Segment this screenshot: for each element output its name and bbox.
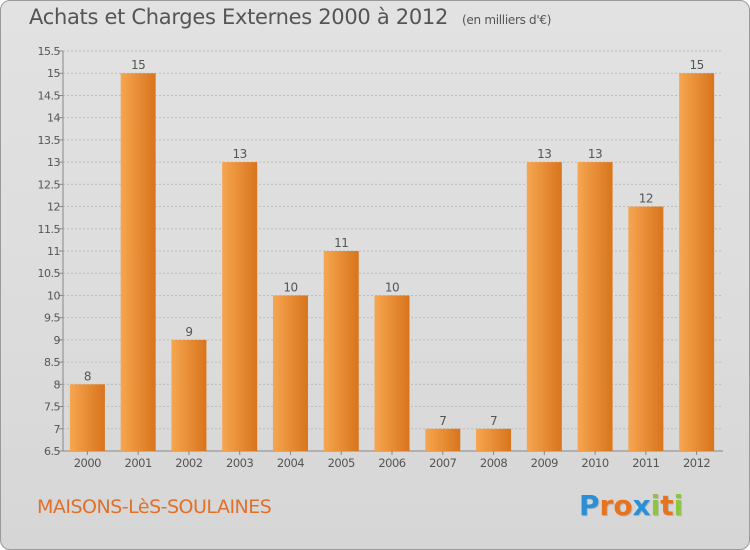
data-label: 11 [334, 236, 348, 250]
y-tick-label: 7 [54, 423, 61, 436]
x-tick-label: 2008 [480, 456, 507, 470]
chart-title-text: Achats et Charges Externes 2000 à 2012 [29, 5, 449, 29]
y-tick-label: 12.5 [38, 178, 61, 191]
bar [628, 206, 664, 451]
bar [425, 428, 461, 451]
chart-title: Achats et Charges Externes 2000 à 2012 (e… [29, 5, 551, 29]
bar [323, 251, 359, 451]
x-tick-label: 2003 [226, 456, 253, 470]
data-label: 9 [185, 325, 192, 339]
logo-letter: P [579, 489, 600, 522]
bar [476, 428, 512, 451]
y-tick-label: 11.5 [38, 223, 61, 236]
data-label: 8 [84, 369, 91, 383]
data-label: 7 [490, 414, 497, 428]
y-tick-label: 15.5 [38, 45, 61, 58]
logo-letter: t [660, 489, 674, 522]
proxiti-logo: Proxiti [579, 489, 683, 522]
data-label: 12 [639, 192, 653, 206]
data-labels: 8 15 9 13 10 11 10 7 7 13 13 12 15 [84, 58, 704, 428]
x-tick-label: 2001 [125, 456, 152, 470]
x-tick-label: 2010 [581, 456, 608, 470]
y-tick-label: 10.5 [38, 267, 61, 280]
logo-letter: o [613, 489, 633, 522]
chart-unit: (en milliers d'€) [462, 13, 552, 27]
data-label: 15 [689, 58, 703, 72]
y-tick-label: 6.5 [44, 445, 60, 458]
bar [120, 73, 156, 451]
bar [374, 295, 410, 451]
x-tick-label: 2007 [429, 456, 456, 470]
x-tick-label: 2004 [277, 456, 304, 470]
y-tick-label: 8.5 [44, 356, 60, 369]
bar [272, 295, 308, 451]
data-label: 10 [283, 280, 297, 294]
logo-letter: i [673, 489, 684, 522]
bar [171, 339, 207, 451]
x-tick-label: 2006 [378, 456, 405, 470]
y-tick-label: 9 [54, 334, 61, 347]
axes: 6.5 7 7.5 8 8.5 9 9.5 10 10.5 11 11.5 12 12.5 13 13.5 1… [38, 45, 723, 470]
y-tick-label: 12 [47, 201, 60, 214]
location-name: MAISONS-LèS-SOULAINES [37, 496, 272, 518]
y-tick-label: 8 [54, 378, 61, 391]
y-tick-label: 14 [47, 112, 60, 125]
x-tick-label: 2005 [328, 456, 355, 470]
bars [69, 73, 715, 451]
bar [526, 162, 562, 451]
data-label: 10 [385, 280, 399, 294]
x-tick-label: 2011 [632, 456, 659, 470]
y-tick-label: 7.5 [44, 401, 60, 414]
data-label: 7 [439, 414, 446, 428]
y-tick-label: 15 [47, 67, 60, 80]
bar [222, 162, 258, 451]
y-tick-label: 13.5 [38, 134, 61, 147]
logo-letter: i [650, 489, 661, 522]
bar [679, 73, 715, 451]
y-tick-label: 10 [47, 289, 60, 302]
data-label: 13 [537, 147, 551, 161]
x-tick-label: 2012 [683, 456, 710, 470]
bar [577, 162, 613, 451]
data-label: 13 [588, 147, 602, 161]
data-label: 13 [233, 147, 247, 161]
x-tick-label: 2002 [175, 456, 202, 470]
y-tick-label: 14.5 [38, 89, 61, 102]
y-tick-label: 9.5 [44, 312, 60, 325]
y-tick-label: 11 [47, 245, 60, 258]
y-tick-label: 13 [47, 156, 60, 169]
bar [69, 384, 105, 451]
x-tick-label: 2000 [74, 456, 101, 470]
logo-letter: x [632, 489, 651, 522]
logo-letter: r [599, 489, 614, 522]
x-tick-label: 2009 [531, 456, 558, 470]
data-label: 15 [131, 58, 145, 72]
